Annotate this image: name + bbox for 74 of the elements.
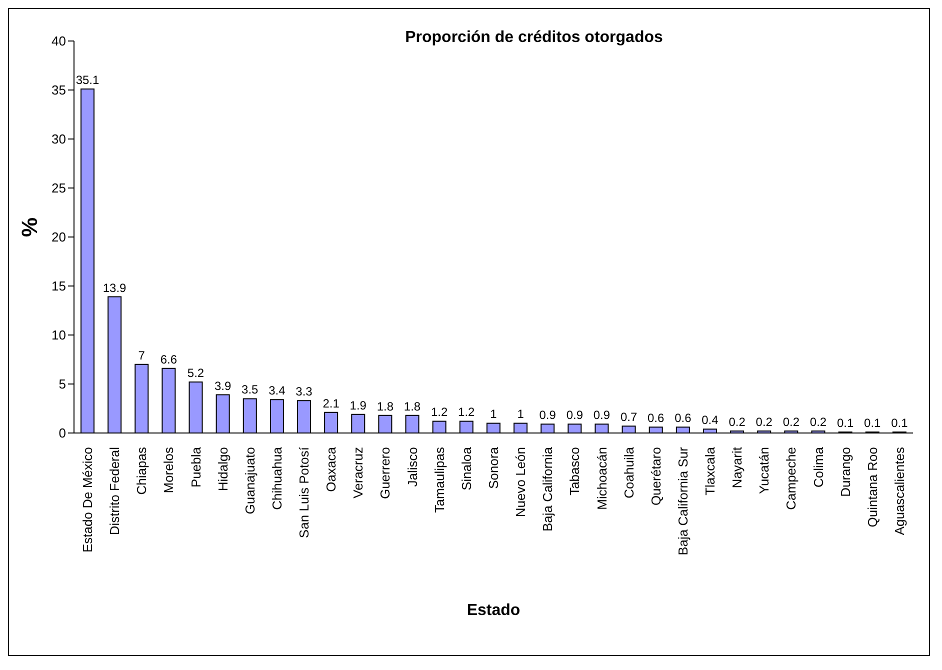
x-tick-label: Hidalgo	[215, 447, 230, 492]
x-tick-label: Campeche	[784, 447, 799, 510]
x-tick-label: Aguascalientes	[892, 446, 907, 536]
data-label: 1.9	[350, 398, 367, 412]
data-label: 0.9	[539, 408, 556, 422]
data-label: 0.2	[728, 415, 746, 430]
data-label: 13.9	[102, 280, 127, 295]
x-tick-label: Guanajuato	[242, 447, 258, 514]
x-tick-label: Veracruz	[350, 447, 366, 498]
x-tick-label: Estado De México	[80, 447, 96, 552]
data-label: 6.6	[160, 352, 178, 366]
data-label: 1	[517, 407, 524, 422]
y-tick-label: 35	[52, 82, 66, 98]
data-label: 1.8	[376, 399, 394, 414]
data-label: 2.1	[322, 396, 340, 410]
data-label: 0.9	[566, 408, 584, 422]
y-tick-label: 20	[52, 230, 66, 245]
data-label: 3.3	[296, 384, 313, 399]
data-label: 0.2	[782, 415, 800, 430]
data-label: 7	[138, 348, 146, 362]
chart-title: Proporción de créditos otorgados	[404, 29, 664, 47]
x-tick-label: Tlaxcala	[702, 446, 718, 496]
data-label: 3.5	[242, 382, 259, 397]
x-tick-label: Nayarit	[730, 446, 745, 488]
x-tick-label: Tabasco	[567, 447, 582, 496]
data-label: 35.1	[76, 73, 100, 88]
y-tick-label: 30	[52, 132, 66, 147]
x-tick-label: Baja California	[540, 446, 556, 532]
x-tick-label: Chihuahua	[269, 446, 284, 510]
x-tick-label: Chiapas	[134, 446, 150, 495]
x-tick-label: Durango	[838, 447, 853, 497]
y-tick-label: 0	[58, 426, 66, 441]
x-tick-label: Oaxaca	[324, 446, 339, 492]
data-label: 5.2	[187, 366, 204, 380]
data-label: 0.1	[836, 416, 854, 430]
data-label: 1.2	[430, 405, 448, 420]
x-tick-label: Michoacán	[594, 447, 610, 510]
x-tick-label: Jalisco	[404, 447, 420, 487]
x-tick-label: Quintana Roo	[864, 447, 880, 528]
y-tick-label: 5	[58, 376, 66, 392]
x-tick-label: Sonora	[486, 446, 501, 489]
y-tick-label: 25	[52, 180, 66, 196]
x-tick-label: Guerrero	[378, 447, 393, 500]
x-tick-label: Tamaulipas	[432, 446, 447, 513]
x-tick-label: San Luis Potosí	[296, 446, 312, 538]
x-tick-label: Yucatán	[756, 447, 772, 494]
data-label: 0.9	[593, 408, 610, 422]
x-tick-label: Querétaro	[648, 447, 664, 506]
x-tick-label: Puebla	[188, 446, 204, 488]
data-label: 3.4	[268, 384, 286, 398]
data-label: 1.2	[458, 405, 476, 420]
data-label: 0.2	[810, 415, 827, 430]
x-tick-label: Colima	[810, 446, 826, 488]
x-tick-label: Coahuila	[621, 446, 636, 498]
y-tick-label: 15	[52, 278, 66, 294]
data-label: 3.9	[214, 378, 232, 393]
x-tick-label: Morelos	[161, 446, 176, 494]
data-label: 0.1	[891, 416, 908, 430]
x-tick-label: Distrito Federal	[107, 446, 122, 536]
x-tick-label: Baja California Sur	[675, 446, 690, 556]
x-tick-label: Nuevo León	[513, 447, 528, 518]
x-tick-label: Sinaloa	[458, 446, 474, 490]
y-tick-label: 10	[52, 328, 66, 343]
data-label: 0.6	[674, 411, 692, 426]
data-label: 0.1	[864, 416, 882, 430]
data-label: 0.4	[702, 413, 719, 428]
data-label: 1.8	[404, 399, 421, 414]
data-label: 1	[490, 407, 498, 422]
x-axis-title: Estado	[466, 602, 520, 619]
data-label: 0.6	[648, 411, 665, 426]
y-axis-title: %	[16, 217, 42, 237]
y-tick-label: 40	[52, 34, 66, 49]
data-label: 0.2	[756, 415, 773, 430]
data-label: 0.7	[620, 410, 638, 424]
